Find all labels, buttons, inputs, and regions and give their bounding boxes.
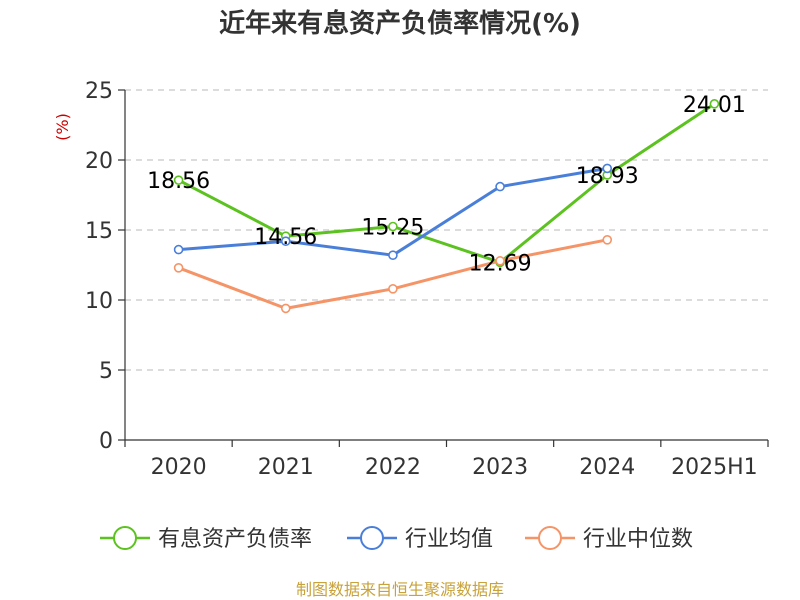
x-tick-label: 2022	[365, 455, 421, 480]
y-tick-label: 5	[99, 359, 113, 384]
data-label: 12.69	[469, 251, 532, 276]
data-point	[388, 250, 398, 260]
legend-item: 行业中位数	[525, 526, 693, 552]
series-line-0	[177, 102, 716, 264]
legend-marker	[538, 526, 562, 550]
legend-item: 有息资产负债率	[100, 526, 312, 552]
data-point	[280, 303, 291, 314]
y-tick-label: 0	[99, 429, 113, 454]
x-tick-label: 2020	[151, 455, 207, 480]
data-label: 15.25	[361, 216, 424, 241]
legend-marker	[113, 526, 137, 550]
data-point	[495, 255, 505, 266]
data-source-note: 制图数据来自恒生聚源数据库	[296, 580, 504, 599]
data-point	[173, 175, 184, 185]
legend: 有息资产负债率 行业均值 行业中位数	[100, 526, 693, 552]
y-tick-label: 25	[85, 79, 113, 104]
y-axis-unit-label: (%)	[53, 113, 72, 141]
x-tick-label: 2024	[579, 455, 635, 480]
legend-label: 行业中位数	[583, 527, 693, 552]
data-point	[602, 163, 613, 174]
data-point	[388, 283, 398, 294]
legend-label: 行业均值	[405, 527, 493, 552]
y-tick-label: 10	[85, 289, 113, 314]
legend-label: 有息资产负债率	[158, 527, 312, 552]
data-labels: 18.56 14.56 15.25 12.69 18.93 24.01	[147, 93, 746, 276]
data-point	[709, 99, 720, 109]
series-line-1	[178, 166, 608, 257]
series-lines	[173, 99, 720, 314]
x-tick-label: 2023	[472, 455, 528, 480]
legend-item: 行业均值	[347, 526, 493, 552]
data-label: 18.93	[576, 164, 639, 189]
y-tick-label: 15	[85, 219, 113, 244]
y-tick-label: 20	[85, 149, 113, 174]
data-label: 14.56	[254, 225, 317, 250]
legend-marker	[360, 526, 384, 550]
chart-title: 近年来有息资产负债率情况(%)	[219, 8, 581, 39]
data-point	[495, 181, 505, 192]
x-tick-label: 2025H1	[671, 455, 758, 480]
data-point	[173, 262, 184, 273]
data-point	[280, 236, 291, 246]
data-label: 24.01	[683, 93, 746, 118]
axes: 0 5 10 15 20 25 2020 2021 2022 2023 2024 2025H1	[85, 79, 769, 480]
data-label: 18.56	[147, 169, 210, 194]
data-point	[388, 221, 398, 232]
data-point	[173, 244, 184, 255]
gridlines	[125, 89, 768, 371]
x-tick-label: 2021	[258, 455, 314, 480]
data-point	[602, 235, 613, 245]
series-line-2	[178, 238, 608, 310]
